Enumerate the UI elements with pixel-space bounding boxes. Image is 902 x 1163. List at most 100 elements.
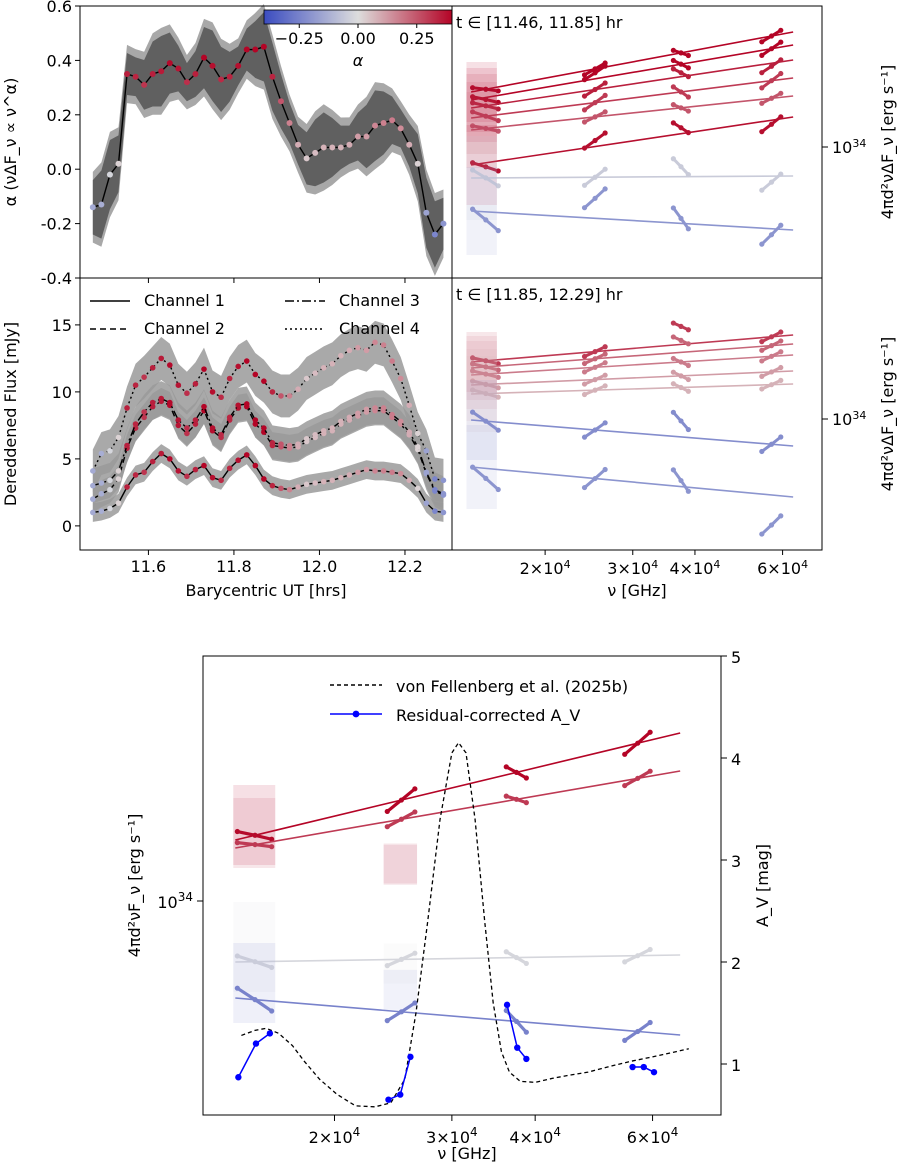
flux-point [132, 425, 139, 431]
flux-point [286, 393, 293, 399]
flux-point [346, 472, 353, 478]
sed-point [778, 90, 784, 96]
sed-point [759, 187, 765, 193]
big-point [384, 808, 390, 815]
sed-frame [451, 277, 823, 551]
flux-point [115, 500, 122, 506]
sed-point [592, 475, 598, 482]
sed-point [670, 66, 676, 72]
alpha-ytick-label: 0.4 [47, 51, 72, 70]
sed-fit-line [471, 370, 794, 386]
sed-point [581, 145, 588, 151]
sed-point [602, 383, 608, 389]
sed-point [778, 27, 784, 33]
big-xtick-label: 4×104 [509, 1125, 561, 1147]
flux-xtick-label: 12.2 [387, 557, 423, 576]
flux-point [414, 430, 421, 437]
alpha-point [337, 144, 344, 151]
big-point [647, 729, 653, 735]
sed-point [483, 364, 489, 370]
flux-point [252, 421, 259, 427]
av-ytick-label: 5 [731, 648, 741, 667]
flux-point [158, 450, 165, 457]
big-point [398, 956, 404, 962]
av-point [235, 1074, 242, 1081]
flux-xtick-label: 11.6 [131, 557, 167, 576]
flux-point [107, 448, 113, 454]
alpha-point [277, 98, 284, 105]
flux-point [380, 405, 387, 411]
sed-point [592, 174, 598, 180]
sed-point [670, 205, 676, 211]
colorbar-tick-label: 0.00 [340, 29, 376, 48]
sed-point [768, 63, 775, 69]
sed-point [592, 86, 598, 93]
av-point [266, 1030, 274, 1037]
big-point [384, 1018, 390, 1024]
flux-point [201, 403, 207, 410]
big-point [622, 751, 628, 757]
sed-point [470, 123, 476, 129]
big-point [503, 764, 509, 770]
flux-point [329, 477, 336, 484]
big-point [398, 797, 404, 803]
sed-point [483, 371, 489, 377]
sed-point [602, 344, 608, 350]
big-point [622, 1037, 628, 1043]
big-error-shade [383, 844, 418, 885]
flux-point [115, 476, 122, 482]
sed-point [470, 368, 476, 374]
alpha-point [252, 46, 259, 53]
flux-point [338, 474, 344, 481]
flux-point [209, 389, 216, 395]
sed-point [670, 320, 676, 326]
sed-panel-top [451, 5, 828, 279]
big-point [622, 782, 628, 789]
sed-point [685, 327, 691, 333]
flux-point [278, 441, 284, 447]
big-xtick-label: 2×104 [309, 1125, 361, 1147]
sed-point [495, 427, 501, 433]
sed-point [483, 86, 489, 92]
av-point [514, 1044, 521, 1051]
sed-point [483, 175, 489, 181]
flux-point [252, 417, 259, 423]
flux-point [295, 386, 301, 393]
sed-point [592, 364, 598, 370]
sed-point [759, 52, 765, 58]
sed-point [483, 96, 489, 103]
sed-point [581, 93, 588, 99]
flux-point [355, 410, 361, 417]
big-point [252, 841, 258, 848]
sed-point [678, 384, 684, 391]
flux-band [92, 320, 444, 502]
sed-fit-line [471, 334, 794, 363]
big-point [523, 960, 529, 967]
big-point [269, 964, 275, 971]
flux-point [115, 468, 122, 474]
sed-point [470, 409, 476, 415]
flux-point [141, 374, 147, 380]
av-ytick-label: 3 [731, 852, 741, 871]
flux-point [423, 469, 430, 476]
sed-point [768, 78, 775, 84]
sed-point [685, 130, 691, 136]
flux-point [141, 409, 147, 415]
sed-point [495, 183, 501, 189]
alpha-point [363, 133, 370, 140]
big-point [635, 740, 641, 746]
sed-point [602, 109, 608, 115]
sed-point [778, 171, 784, 177]
sed-point [768, 33, 775, 39]
av-point [523, 1055, 530, 1063]
flux-panel [75, 277, 453, 555]
big-point [384, 824, 390, 830]
alpha-ytick-label: -0.2 [41, 215, 72, 234]
alpha-point [132, 73, 139, 80]
big-error-shade [383, 843, 418, 884]
flux-point [338, 418, 344, 425]
sed-point [678, 50, 684, 56]
flux-point [149, 403, 156, 410]
sed-point [483, 475, 489, 481]
sed-fit-line [471, 466, 794, 498]
